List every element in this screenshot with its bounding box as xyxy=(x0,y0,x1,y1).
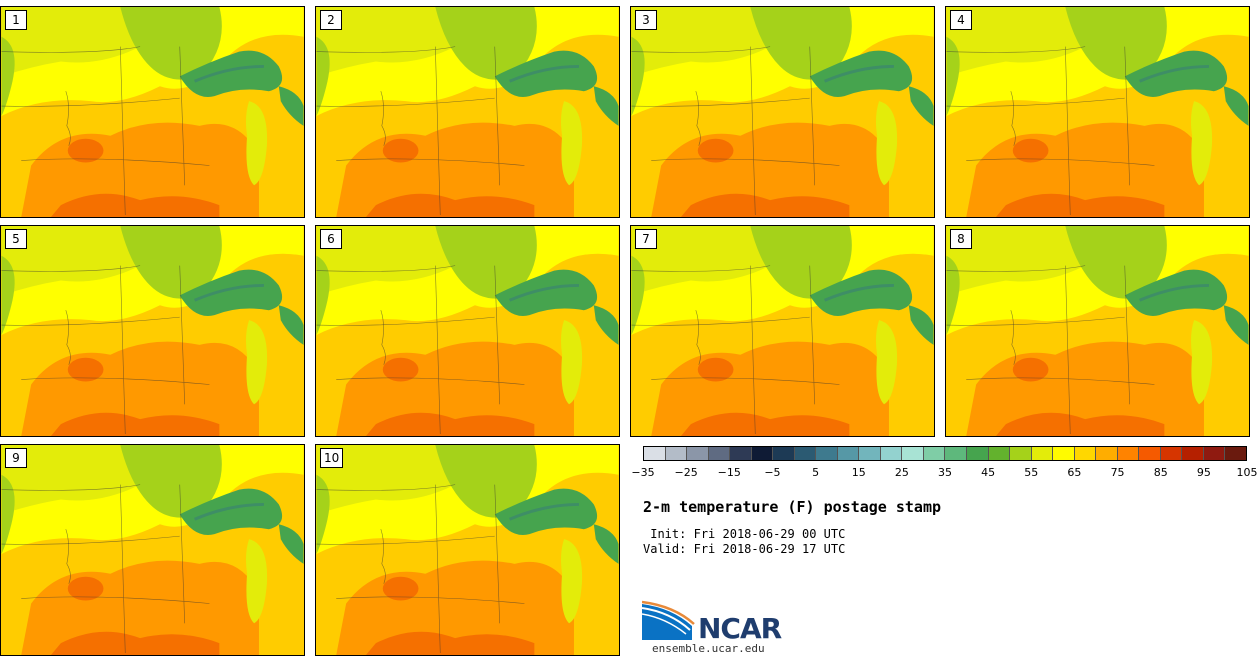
colorbar-cell xyxy=(837,447,860,460)
temperature-map xyxy=(1,445,304,655)
init-time: Init: Fri 2018-06-29 00 UTC xyxy=(643,527,845,541)
colorbar-tick-label: 5 xyxy=(812,466,820,479)
colorbar-cell xyxy=(966,447,989,460)
colorbar-cell xyxy=(1117,447,1140,460)
colorbar-cell xyxy=(1139,447,1161,460)
colorbar-tick-label: 55 xyxy=(1024,466,1039,479)
temperature-map xyxy=(631,7,934,217)
member-number: 7 xyxy=(635,229,657,249)
colorbar-tick-label: −5 xyxy=(764,466,781,479)
colorbar-cell xyxy=(880,447,903,460)
stamp-panel[interactable]: 7 xyxy=(630,225,935,437)
temperature-map xyxy=(316,7,619,217)
colorbar-tick-label: 25 xyxy=(894,466,909,479)
temperature-map xyxy=(316,226,619,436)
footer-url[interactable]: ensemble.ucar.edu xyxy=(652,642,765,655)
member-number: 8 xyxy=(950,229,972,249)
colorbar-cell xyxy=(1074,447,1097,460)
colorbar-cell xyxy=(687,447,709,460)
stamp-panel[interactable]: 2 xyxy=(315,6,620,218)
colorbar-cell xyxy=(1096,447,1118,460)
colorbar-tick-label: 85 xyxy=(1153,466,1168,479)
member-number: 5 xyxy=(5,229,27,249)
temperature-map xyxy=(631,226,934,436)
colorbar-cell xyxy=(1182,447,1204,460)
member-number: 1 xyxy=(5,10,27,30)
member-number: 9 xyxy=(5,448,27,468)
colorbar-tick-label: 15 xyxy=(851,466,866,479)
colorbar-tick-labels: −35−25−15−55152535455565758595105115 xyxy=(631,466,1257,480)
colorbar-cell xyxy=(1010,447,1032,460)
temperature-map xyxy=(946,7,1249,217)
colorbar-cell xyxy=(1053,447,1075,460)
valid-value: Fri 2018-06-29 17 UTC xyxy=(693,542,846,556)
temperature-map xyxy=(1,7,304,217)
colorbar-cell xyxy=(644,447,666,460)
valid-time: Valid: Fri 2018-06-29 17 UTC xyxy=(643,542,845,556)
ncar-logo-icon[interactable] xyxy=(642,600,802,644)
product-title: 2-m temperature (F) postage stamp xyxy=(643,498,942,516)
member-number: 3 xyxy=(635,10,657,30)
stamp-panel[interactable]: 6 xyxy=(315,225,620,437)
temperature-map xyxy=(1,226,304,436)
colorbar-cell xyxy=(945,447,967,460)
colorbar-cell xyxy=(1031,447,1054,460)
stamp-panel[interactable]: 1 xyxy=(0,6,305,218)
colorbar-cell xyxy=(988,447,1011,460)
colorbar-tick-label: −35 xyxy=(631,466,655,479)
colorbar-tick-label: 105 xyxy=(1236,466,1258,479)
init-value: Fri 2018-06-29 00 UTC xyxy=(693,527,846,541)
colorbar-cell xyxy=(1203,447,1226,460)
colorbar-tick-label: 95 xyxy=(1196,466,1211,479)
colorbar-cell xyxy=(1225,447,1246,460)
stamp-panel[interactable]: 4 xyxy=(945,6,1250,218)
member-number: 4 xyxy=(950,10,972,30)
stamp-panel[interactable]: 8 xyxy=(945,225,1250,437)
member-number: 6 xyxy=(320,229,342,249)
colorbar-cell xyxy=(816,447,838,460)
stamp-panel[interactable]: 3 xyxy=(630,6,935,218)
colorbar-tick-label: 35 xyxy=(938,466,952,479)
member-number: 2 xyxy=(320,10,342,30)
colorbar-cell xyxy=(902,447,924,460)
valid-label: Valid: xyxy=(643,542,687,556)
colorbar-cell xyxy=(859,447,881,460)
colorbar-tick-label: −25 xyxy=(674,466,698,479)
colorbar-tick-label: −15 xyxy=(717,466,741,479)
colorbar-cell xyxy=(794,447,817,460)
colorbar-cell xyxy=(730,447,752,460)
member-number: 10 xyxy=(320,448,344,468)
colorbar-tick-label: 65 xyxy=(1067,466,1082,479)
logo-wordmark: NCAR xyxy=(698,612,782,645)
colorbar-tick-label: 45 xyxy=(981,466,996,479)
stamp-panel[interactable]: 5 xyxy=(0,225,305,437)
colorbar-cell xyxy=(923,447,946,460)
stamp-panel[interactable]: 10 xyxy=(315,444,620,656)
colorbar-cell xyxy=(1160,447,1183,460)
colorbar-cell xyxy=(773,447,795,460)
temperature-map xyxy=(946,226,1249,436)
temperature-map xyxy=(316,445,619,655)
colorbar xyxy=(643,446,1247,461)
colorbar-cell xyxy=(708,447,731,460)
colorbar-cell xyxy=(665,447,688,460)
stamp-panel[interactable]: 9 xyxy=(0,444,305,656)
colorbar-tick-label: 75 xyxy=(1110,466,1125,479)
init-label: Init: xyxy=(643,527,687,541)
colorbar-cell xyxy=(751,447,774,460)
